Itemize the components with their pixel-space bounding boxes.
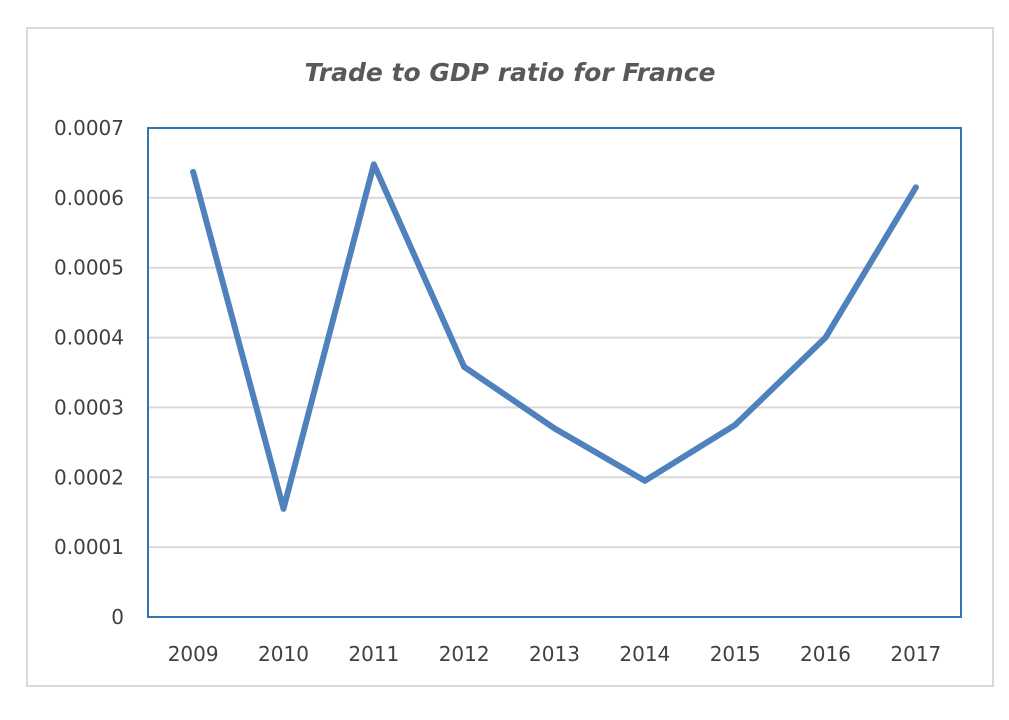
series-layer: [190, 161, 919, 512]
chart-frame: [26, 27, 994, 687]
data-point: [190, 169, 197, 176]
x-tick-label: 2011: [348, 642, 399, 666]
y-axis-tick-labels: 0 0.0001 0.0002 0.0003 0.0004 0.0005 0.0006 0.0…: [54, 116, 124, 629]
data-point: [912, 184, 919, 191]
data-point: [461, 363, 468, 370]
data-point: [822, 334, 829, 341]
x-tick-label: 2017: [890, 642, 941, 666]
x-tick-label: 2014: [619, 642, 670, 666]
y-tick-label: 0.0007: [54, 116, 124, 140]
x-tick-label: 2013: [529, 642, 580, 666]
series-line: [190, 161, 919, 512]
data-point: [370, 161, 377, 168]
y-tick-label: 0.0003: [54, 395, 124, 419]
gridlines: [148, 196, 961, 549]
plot-area-border: [147, 127, 962, 618]
y-tick-label: 0.0006: [54, 186, 124, 210]
x-axis-tick-labels: 2009 2010 2011 2012 2013 2014 2015 2016 2017: [168, 642, 942, 666]
data-point: [641, 477, 648, 484]
data-point: [280, 505, 287, 512]
data-point: [551, 425, 558, 432]
y-tick-label: 0.0004: [54, 326, 124, 350]
x-tick-label: 2016: [800, 642, 851, 666]
y-tick-label: 0.0001: [54, 535, 124, 559]
y-tick-label: 0: [111, 605, 124, 629]
y-tick-label: 0.0005: [54, 256, 124, 280]
x-tick-label: 2012: [439, 642, 490, 666]
y-tick-label: 0.0002: [54, 465, 124, 489]
x-tick-label: 2009: [168, 642, 219, 666]
data-point: [732, 421, 739, 428]
x-tick-label: 2015: [710, 642, 761, 666]
chart-title: Trade to GDP ratio for France: [305, 58, 716, 87]
x-tick-label: 2010: [258, 642, 309, 666]
